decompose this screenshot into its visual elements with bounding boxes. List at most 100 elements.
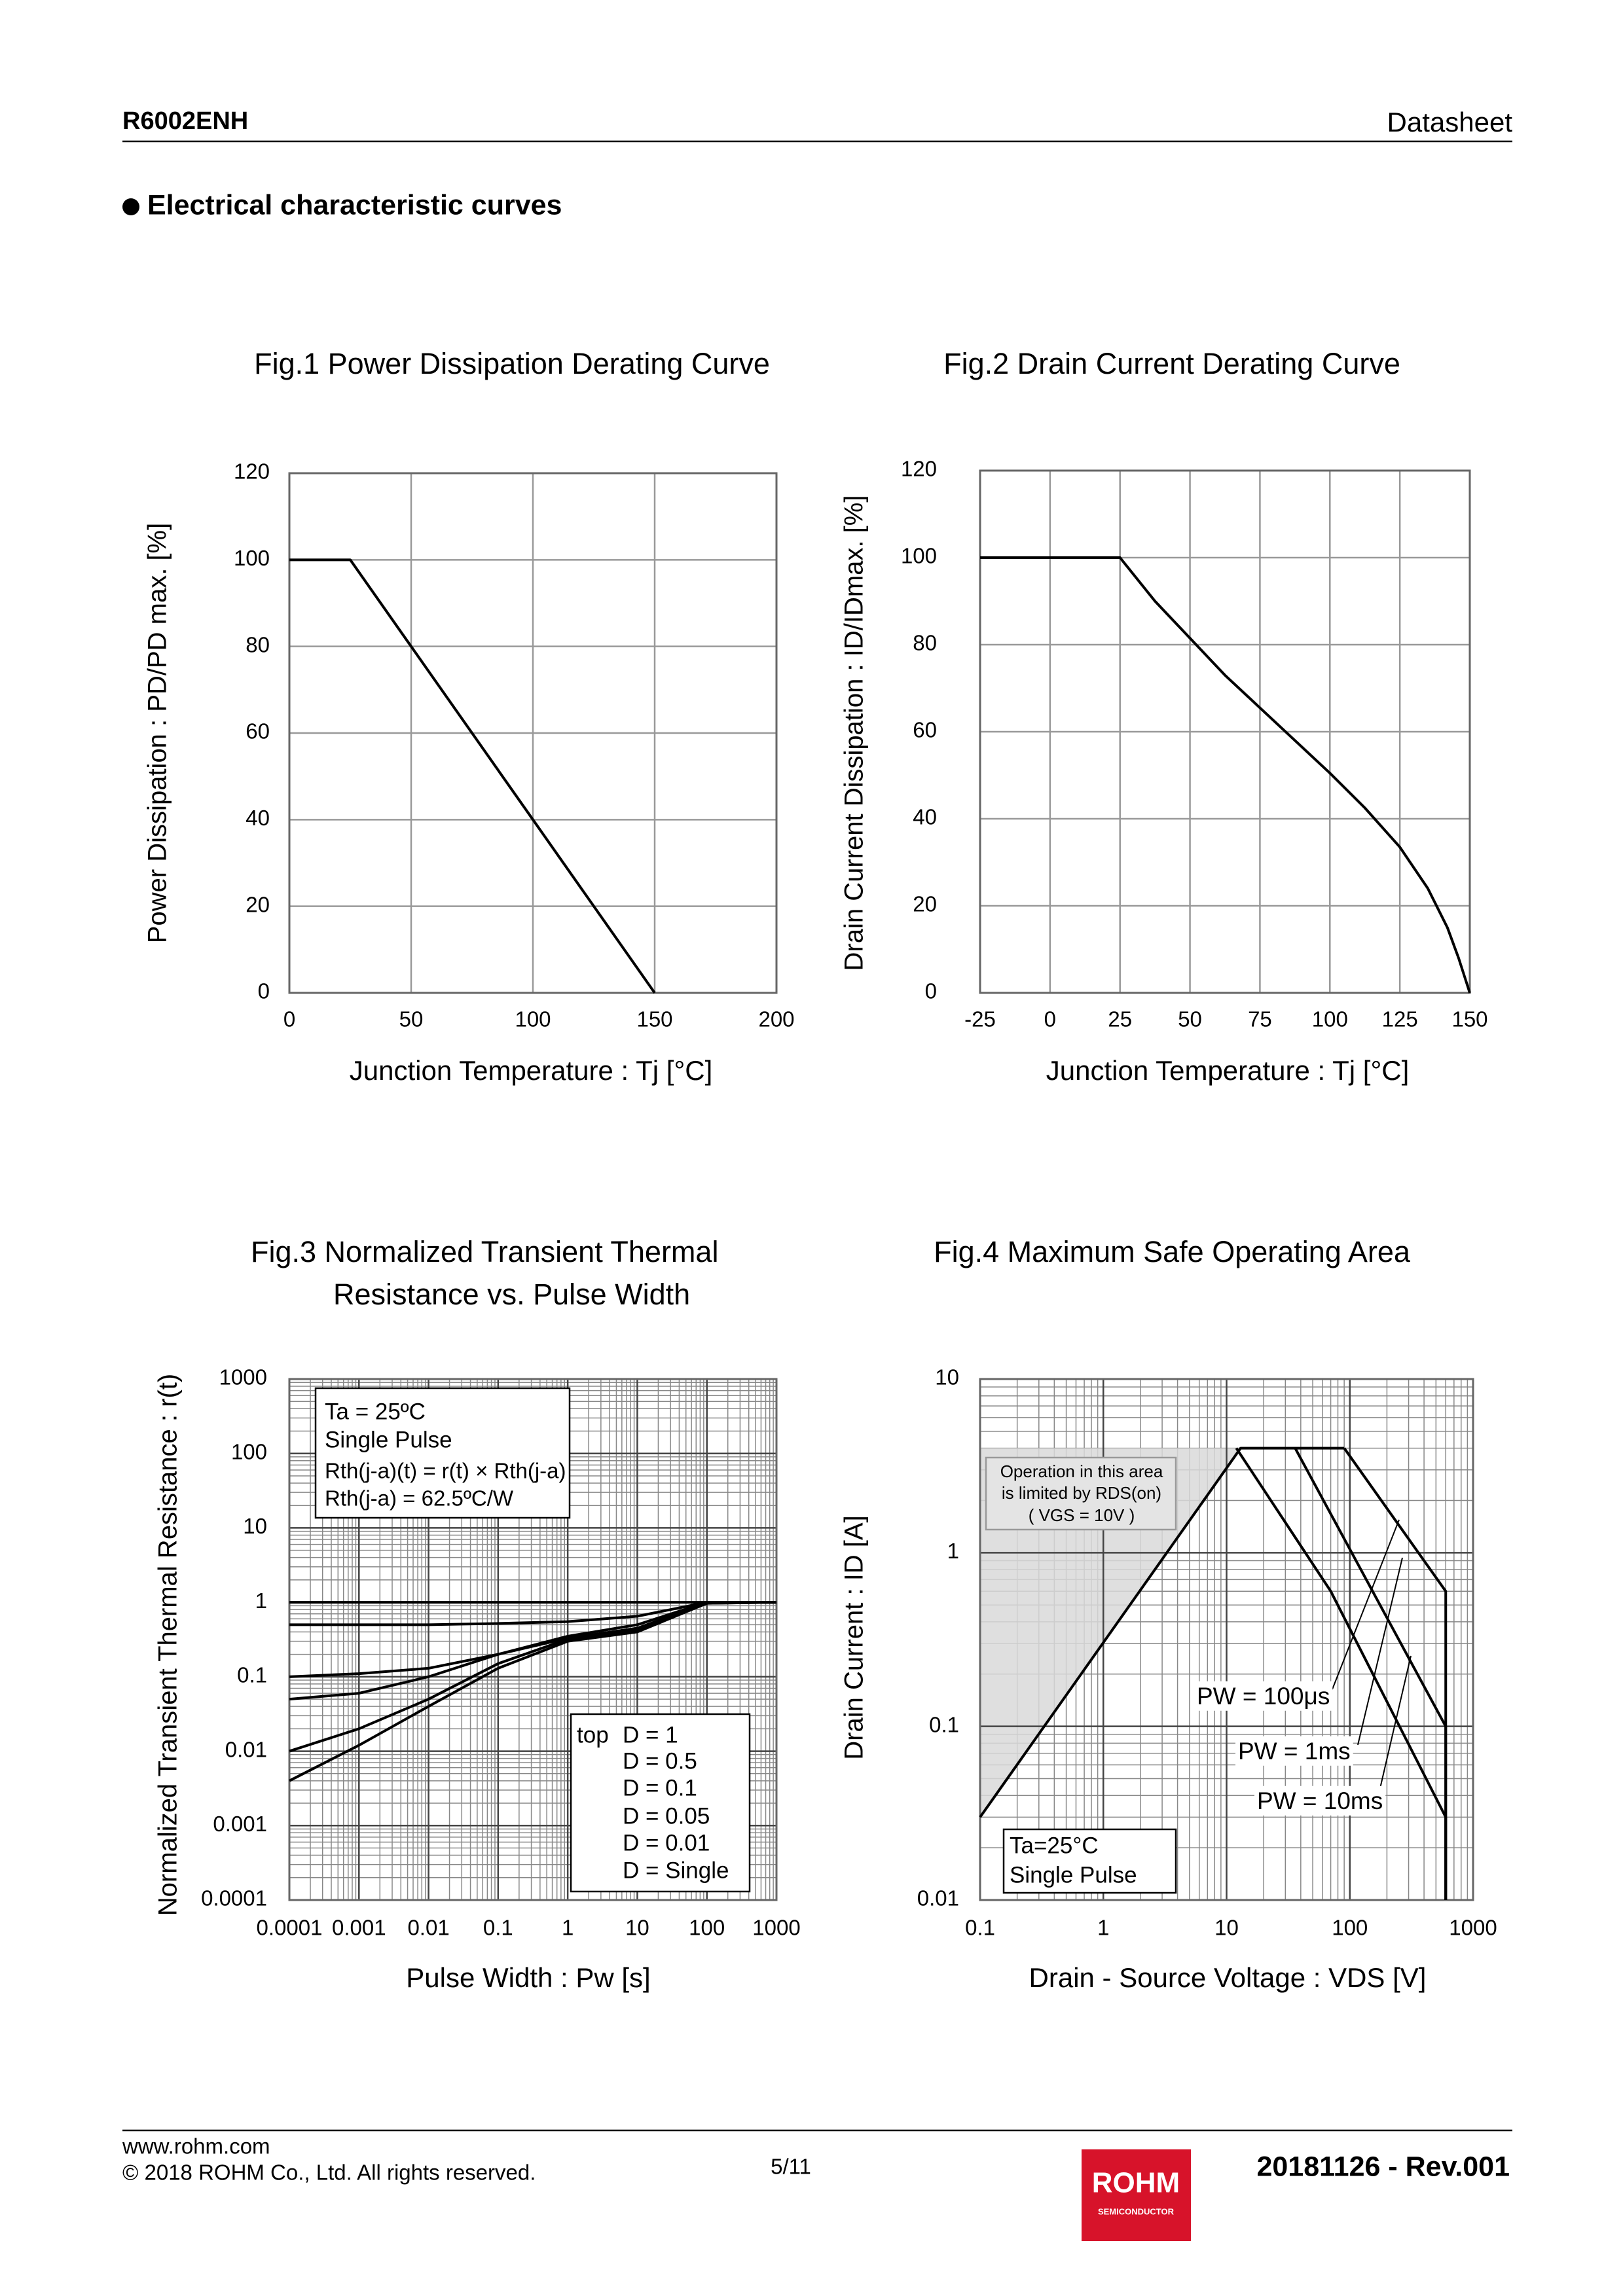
y-axis-label: Normalized Transient Thermal Resistance … xyxy=(154,1374,183,1916)
x-tick-label: 25 xyxy=(1108,1007,1132,1031)
plot-border xyxy=(979,1378,1474,1901)
annotation-box xyxy=(314,1387,571,1519)
annotation: Rth(j-a) = 62.5ºC/W xyxy=(325,1486,514,1511)
chart: 0 50 100 150 200 0 20 40 60 80 100 120 Fig.1 Power D… xyxy=(143,347,795,1086)
y-tick-label: 40 xyxy=(246,806,270,830)
y-axis-label: Drain Current : ID [A] xyxy=(840,1515,869,1759)
x-tick-label: 100 xyxy=(1332,1916,1368,1940)
y-tick-label: 0.0001 xyxy=(201,1886,267,1910)
x-tick-label: 50 xyxy=(399,1007,424,1031)
data-line xyxy=(980,556,1471,994)
logo-subtext: SEMICONDUCTOR xyxy=(1098,2206,1175,2216)
x-tick-label: 0 xyxy=(1044,1007,1056,1031)
annotation: PW = 10ms xyxy=(1257,1787,1383,1814)
legend-entry: D = 1 xyxy=(623,1722,678,1748)
chart-title: Fig.1 Power Dissipation Derating Curve xyxy=(254,347,770,380)
x-tick-label: -25 xyxy=(964,1007,996,1031)
y-tick-label: 10 xyxy=(243,1514,267,1538)
y-axis-label: Drain Current Dissipation : ID/IDmax. [%… xyxy=(840,495,869,971)
legend-entry: D = 0.1 xyxy=(623,1775,697,1801)
footer-copyright: © 2018 ROHM Co., Ltd. All rights reserve… xyxy=(122,2161,536,2185)
y-tick-label: 80 xyxy=(913,631,937,655)
x-tick-label: 50 xyxy=(1178,1007,1202,1031)
annotation: Single Pulse xyxy=(1010,1862,1137,1888)
leader-line xyxy=(1357,1557,1403,1746)
product-name: R6002ENH xyxy=(122,107,248,135)
y-tick-label: 0.1 xyxy=(237,1663,267,1687)
page-number: 5/11 xyxy=(771,2155,811,2179)
y-tick-label: 20 xyxy=(913,892,937,916)
annotation: PW = 100μs xyxy=(1197,1683,1330,1710)
annotation: Ta=25°C xyxy=(1010,1833,1099,1858)
annotation: ( VGS = 10V ) xyxy=(1029,1505,1135,1525)
legend-title: top xyxy=(577,1722,609,1748)
annotation-box xyxy=(1002,1828,1177,1894)
annotation: Single Pulse xyxy=(325,1427,452,1452)
x-tick-label: 1000 xyxy=(752,1916,800,1940)
y-tick-label: 80 xyxy=(246,632,270,656)
x-tick-label: 1 xyxy=(1097,1916,1109,1940)
y-tick-label: 1 xyxy=(255,1588,267,1613)
annotation-box xyxy=(985,1456,1177,1531)
x-tick-label: 200 xyxy=(758,1007,794,1031)
y-tick-label: 20 xyxy=(246,892,270,916)
y-tick-label: 0 xyxy=(925,979,937,1003)
y-tick-label: 1 xyxy=(947,1539,959,1563)
x-tick-label: 150 xyxy=(1451,1007,1487,1031)
x-tick-label: 100 xyxy=(1312,1007,1348,1031)
label-background xyxy=(1254,1785,1386,1816)
data-line xyxy=(979,1446,1345,1818)
x-axis-label: Junction Temperature : Tj [°C] xyxy=(350,1055,713,1086)
y-tick-label: 120 xyxy=(234,459,270,484)
annotation: is limited by RDS(on) xyxy=(1002,1483,1161,1503)
chart: 0.0001 0.001 0.01 0.1 1 10 100 1000 0.0001 0.001 0… xyxy=(154,1235,801,1993)
legend-entry: D = 0.01 xyxy=(623,1830,710,1856)
leader-line xyxy=(1377,1655,1412,1797)
plot-border xyxy=(288,472,778,994)
x-tick-label: 125 xyxy=(1382,1007,1418,1031)
annotation: PW = 1ms xyxy=(1238,1738,1351,1765)
leader-line xyxy=(1332,1519,1400,1690)
y-tick-label: 10 xyxy=(935,1365,959,1390)
y-tick-label: 120 xyxy=(901,457,937,481)
y-tick-label: 0.001 xyxy=(213,1812,267,1836)
x-tick-label: 100 xyxy=(515,1007,551,1031)
y-tick-label: 40 xyxy=(913,805,937,829)
revision: 20181126 - Rev.001 xyxy=(1256,2151,1510,2182)
legend-entry: D = 0.5 xyxy=(623,1748,697,1774)
y-tick-label: 100 xyxy=(901,544,937,568)
x-tick-label: 10 xyxy=(1214,1916,1239,1940)
x-tick-label: 0.001 xyxy=(332,1916,386,1940)
annotation: Operation in this area xyxy=(1000,1462,1163,1481)
label-background xyxy=(1194,1681,1333,1711)
doc-type: Datasheet xyxy=(1387,107,1513,137)
chart-title: Resistance vs. Pulse Width xyxy=(333,1278,690,1311)
data-line xyxy=(289,1601,777,1782)
x-tick-label: 75 xyxy=(1248,1007,1272,1031)
y-tick-label: 100 xyxy=(231,1439,267,1463)
y-tick-label: 60 xyxy=(246,719,270,744)
chart: -25 0 25 50 75 100 125 150 0 20 40 60 80 100 120 Fig.2 … xyxy=(840,347,1488,1086)
x-tick-label: 0.1 xyxy=(965,1916,995,1940)
y-tick-label: 0.1 xyxy=(929,1712,959,1736)
x-axis-label: Junction Temperature : Tj [°C] xyxy=(1046,1055,1410,1086)
data-line xyxy=(289,558,656,994)
y-tick-label: 0.01 xyxy=(225,1737,267,1761)
x-tick-label: 150 xyxy=(636,1007,672,1031)
legend-entry: D = 0.05 xyxy=(623,1803,710,1829)
y-tick-label: 0 xyxy=(258,979,270,1003)
x-tick-label: 0.01 xyxy=(407,1916,449,1940)
logo-text: ROHM xyxy=(1092,2167,1180,2199)
x-tick-label: 1 xyxy=(562,1916,574,1940)
data-line xyxy=(1235,1447,1448,1900)
y-axis-label: Power Dissipation : PD/PD max. [%] xyxy=(143,523,172,943)
x-axis-label: Pulse Width : Pw [s] xyxy=(406,1962,650,1993)
chart-title: Fig.4 Maximum Safe Operating Area xyxy=(934,1235,1411,1268)
annotation-box xyxy=(570,1713,751,1893)
x-tick-label: 0 xyxy=(283,1007,295,1031)
legend-entry: D = Single xyxy=(623,1857,729,1883)
x-axis-label: Drain - Source Voltage : VDS [V] xyxy=(1029,1962,1427,1993)
